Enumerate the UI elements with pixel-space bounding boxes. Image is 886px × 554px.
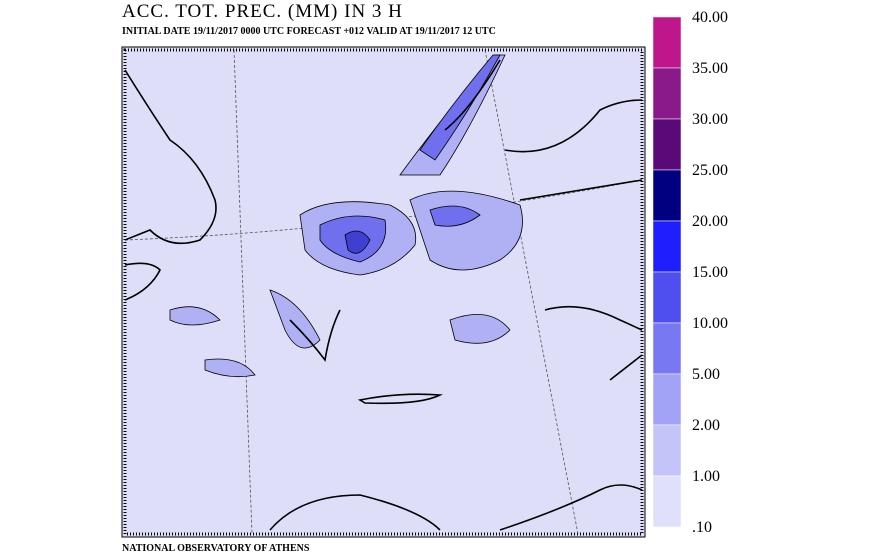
colorbar-label: .10: [692, 519, 712, 536]
colorbar-segment: [652, 220, 682, 273]
colorbar-label: 40.00: [692, 9, 728, 26]
coastlines: [124, 59, 643, 531]
precip-3: [344, 230, 371, 254]
footer: NATIONAL OBSERVATORY OF ATHENS: [122, 543, 310, 554]
map-frame: [121, 46, 646, 538]
frame-ticks: [123, 48, 644, 536]
colorbar-segment: [652, 271, 682, 324]
colorbar-label: 10.00: [692, 315, 728, 332]
colorbar-label: 30.00: [692, 111, 728, 128]
colorbar-label: 20.00: [692, 213, 728, 230]
colorbar-segment: [652, 169, 682, 222]
colorbar: 40.00 35.00 30.00 25.00 20.00 15.00 10.00 5.00 2…: [652, 9, 728, 536]
title: ACC. TOT. PREC. (MM) IN 3 H: [122, 1, 403, 22]
colorbar-segment: [652, 16, 682, 69]
colorbar-segment: [652, 322, 682, 375]
colorbar-segment: [652, 67, 682, 120]
colorbar-label: 5.00: [692, 366, 720, 383]
colorbar-label: 1.00: [692, 468, 720, 485]
map: [121, 46, 646, 538]
colorbar-segment: [652, 373, 682, 426]
subtitle: INITIAL DATE 19/11/2017 0000 UTC FORECAS…: [122, 26, 496, 37]
colorbar-label: 2.00: [692, 417, 720, 434]
colorbar-label: 15.00: [692, 264, 728, 281]
colorbar-label: 35.00: [692, 60, 728, 77]
colorbar-label: 25.00: [692, 162, 728, 179]
colorbar-segment: [652, 475, 682, 528]
colorbar-segment: [652, 118, 682, 171]
colorbar-segment: [652, 424, 682, 477]
precip-2: [319, 54, 501, 263]
